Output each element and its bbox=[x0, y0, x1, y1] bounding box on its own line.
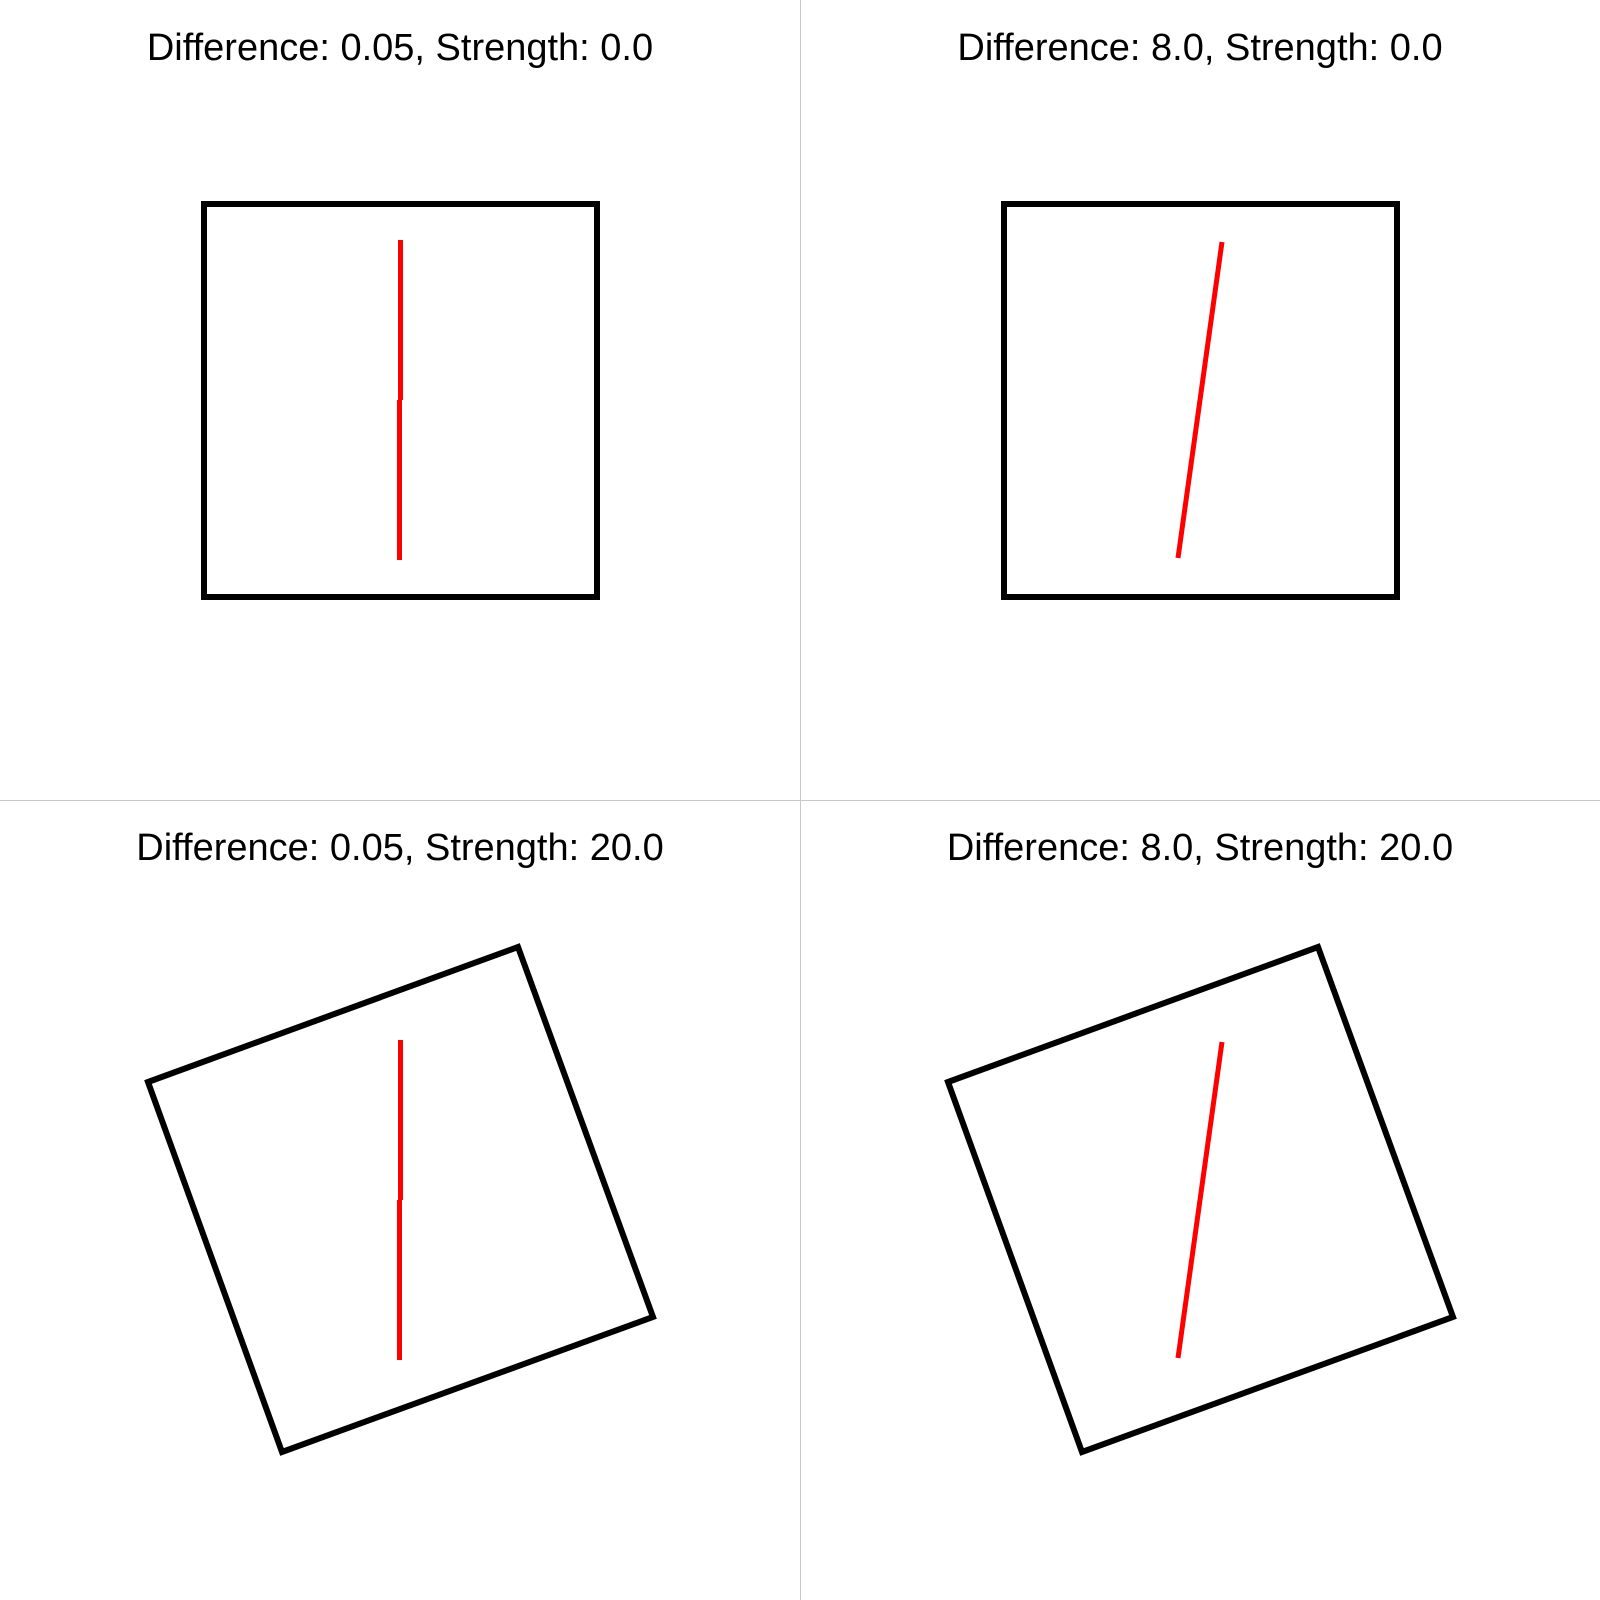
horizontal-divider bbox=[0, 799, 1600, 801]
panel-title: Difference: 8.0, Strength: 20.0 bbox=[946, 827, 1454, 869]
panel-bottom-right: Difference: 8.0, Strength: 20.0 bbox=[800, 800, 1600, 1600]
square-outline bbox=[201, 201, 600, 600]
panel-title: Difference: 0.05, Strength: 0.0 bbox=[146, 27, 654, 69]
panel-diagram bbox=[1001, 201, 1400, 600]
red-line bbox=[1175, 241, 1225, 559]
panel-title: Difference: 8.0, Strength: 0.0 bbox=[957, 27, 1443, 69]
panel-top-left: Difference: 0.05, Strength: 0.0 bbox=[0, 0, 800, 800]
red-line bbox=[1175, 1041, 1225, 1359]
panel-bottom-left: Difference: 0.05, Strength: 20.0 bbox=[0, 800, 800, 1600]
square-outline bbox=[1001, 201, 1400, 600]
panel-title: Difference: 0.05, Strength: 20.0 bbox=[136, 827, 664, 869]
panel-top-right: Difference: 8.0, Strength: 0.0 bbox=[800, 0, 1600, 800]
panel-diagram bbox=[144, 943, 657, 1456]
panel-diagram bbox=[944, 943, 1457, 1456]
square-outline bbox=[144, 943, 657, 1456]
panel-diagram bbox=[201, 201, 600, 600]
square-outline bbox=[944, 943, 1457, 1456]
